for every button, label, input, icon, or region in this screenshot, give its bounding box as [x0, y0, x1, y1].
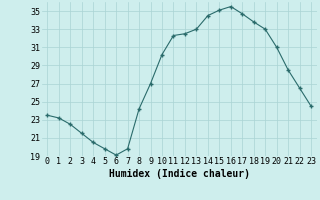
X-axis label: Humidex (Indice chaleur): Humidex (Indice chaleur)	[109, 169, 250, 179]
